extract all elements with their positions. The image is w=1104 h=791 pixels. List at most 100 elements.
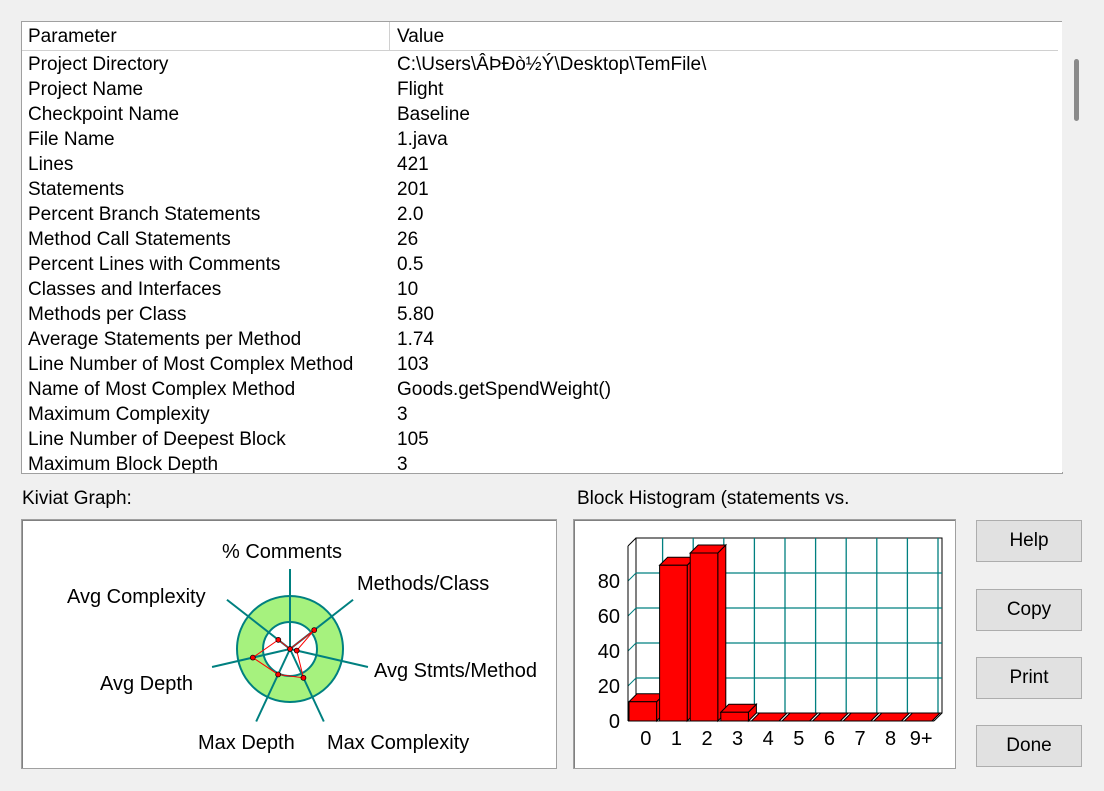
parameter-cell: Maximum Complexity: [28, 404, 210, 425]
parameter-cell: Average Statements per Method: [28, 329, 302, 350]
bar: [720, 711, 749, 722]
table-row[interactable]: Average Statements per Method 1.74: [22, 329, 1058, 354]
parameter-cell: Project Directory: [28, 54, 169, 75]
value-cell: 421: [397, 154, 429, 175]
kiviat-data-point: [300, 674, 307, 681]
column-header-value[interactable]: Value: [397, 26, 445, 47]
table-row[interactable]: Line Number of Most Complex Method 103: [22, 354, 1058, 379]
kiviat-axis-label: Max Complexity: [327, 732, 469, 754]
parameter-cell: Maximum Block Depth: [28, 454, 219, 474]
y-tick-label: 40: [598, 641, 620, 663]
table-row[interactable]: Classes and Interfaces 10: [22, 279, 1058, 304]
table-row[interactable]: Line Number of Deepest Block 105: [22, 429, 1058, 454]
table-row[interactable]: Lines 421: [22, 154, 1058, 179]
kiviat-axis-label: Avg Depth: [100, 673, 193, 695]
column-header-parameter[interactable]: Parameter: [28, 26, 117, 47]
x-tick-label: 6: [824, 728, 835, 750]
parameter-cell: Classes and Interfaces: [28, 279, 222, 300]
bar-top: [872, 712, 911, 722]
x-tick-label: 3: [732, 728, 743, 750]
table-row[interactable]: Maximum Block Depth 3: [22, 454, 1058, 474]
table-row[interactable]: Name of Most Complex Method Goods.getSpen…: [22, 379, 1058, 404]
value-cell: 5.80: [397, 304, 434, 325]
table-row[interactable]: Method Call Statements 26: [22, 229, 1058, 254]
kiviat-axis-label: Avg Stmts/Method: [374, 660, 537, 682]
y-tick-label: 20: [598, 676, 620, 698]
kiviat-data-point: [275, 637, 282, 643]
histogram-title: Block Histogram (statements vs.: [577, 488, 850, 509]
value-cell: Flight: [397, 79, 444, 100]
value-cell: 1.java: [397, 129, 448, 150]
x-tick-label: 9+: [910, 728, 933, 750]
gridline-side: [627, 677, 637, 687]
table-row[interactable]: Percent Branch Statements 2.0: [22, 204, 1058, 229]
axis-corner: [627, 537, 637, 547]
gridline-side: [627, 607, 637, 617]
kiviat-data-polygon: [251, 629, 315, 679]
kiviat-axis: [289, 648, 369, 668]
kiviat-data-point: [287, 646, 293, 652]
value-cell: Goods.getSpendWeight(): [397, 379, 612, 400]
table-row[interactable]: Checkpoint Name Baseline: [22, 104, 1058, 129]
x-tick-label: 2: [701, 728, 712, 750]
vertical-scrollbar[interactable]: [1062, 21, 1092, 472]
kiviat-data-point: [293, 647, 300, 654]
table-row[interactable]: File Name 1.java: [22, 129, 1058, 154]
table-row[interactable]: Maximum Complexity 3: [22, 404, 1058, 429]
table-row[interactable]: Methods per Class 5.80: [22, 304, 1058, 329]
table-row[interactable]: Statements 201: [22, 179, 1058, 204]
parameter-cell: Method Call Statements: [28, 229, 231, 250]
kiviat-axis: [255, 648, 291, 722]
parameter-cell: Percent Lines with Comments: [28, 254, 281, 275]
x-tick-label: 0: [640, 728, 651, 750]
help-button[interactable]: Help: [976, 520, 1082, 562]
value-cell: 0.5: [397, 254, 424, 275]
parameter-cell: Lines: [28, 154, 74, 175]
y-tick-label: 60: [598, 606, 620, 628]
value-cell: 1.74: [397, 329, 434, 350]
value-cell: 3: [397, 454, 408, 474]
done-button[interactable]: Done: [976, 725, 1082, 767]
copy-button[interactable]: Copy: [976, 589, 1082, 631]
scrollbar-thumb[interactable]: [1074, 59, 1079, 121]
axis-corner: [933, 712, 943, 722]
kiviat-axis-label: Max Depth: [198, 732, 295, 754]
x-tick-label: 7: [854, 728, 865, 750]
parameter-cell: Statements: [28, 179, 125, 200]
kiviat-title: Kiviat Graph:: [22, 488, 132, 509]
column-divider[interactable]: [389, 22, 390, 50]
parameter-cell: Name of Most Complex Method: [28, 379, 296, 400]
bar: [628, 701, 658, 722]
gridline-side: [627, 572, 637, 582]
bar-top: [903, 712, 942, 722]
value-cell: 105: [397, 429, 429, 450]
parameter-cell: Checkpoint Name: [28, 104, 180, 125]
parameter-cell: Percent Branch Statements: [28, 204, 261, 225]
x-tick-label: 4: [763, 728, 774, 750]
table-row[interactable]: Percent Lines with Comments 0.5: [22, 254, 1058, 279]
x-tick-label: 1: [671, 728, 682, 750]
value-cell: Baseline: [397, 104, 470, 125]
parameter-cell: Methods per Class: [28, 304, 187, 325]
kiviat-panel: % Comments Methods/Class Avg Stmts/Method M…: [21, 519, 557, 769]
bar: [659, 564, 688, 722]
y-tick-label: 80: [598, 571, 620, 593]
metrics-table[interactable]: Parameter Value Project Directory C:\User…: [21, 21, 1063, 474]
parameter-cell: Project Name: [28, 79, 144, 100]
value-cell: 10: [397, 279, 419, 300]
print-button[interactable]: Print: [976, 657, 1082, 699]
table-row[interactable]: Project Name Flight: [22, 79, 1058, 104]
kiviat-data-point: [249, 654, 256, 661]
kiviat-axis: [289, 648, 325, 722]
table-header: Parameter Value: [22, 22, 1058, 51]
bar-top: [780, 712, 819, 722]
parameter-cell: Line Number of Most Complex Method: [28, 354, 354, 375]
value-cell: 103: [397, 354, 429, 375]
bar-top: [811, 712, 850, 722]
parameter-cell: Line Number of Deepest Block: [28, 429, 286, 450]
kiviat-data-point: [275, 671, 281, 678]
table-row[interactable]: Project Directory C:\Users\ÂÞÐò½Ý\Desktop…: [22, 54, 1058, 79]
kiviat-graph: % Comments Methods/Class Avg Stmts/Method M…: [67, 541, 537, 754]
kiviat-axis-label: % Comments: [222, 541, 342, 563]
